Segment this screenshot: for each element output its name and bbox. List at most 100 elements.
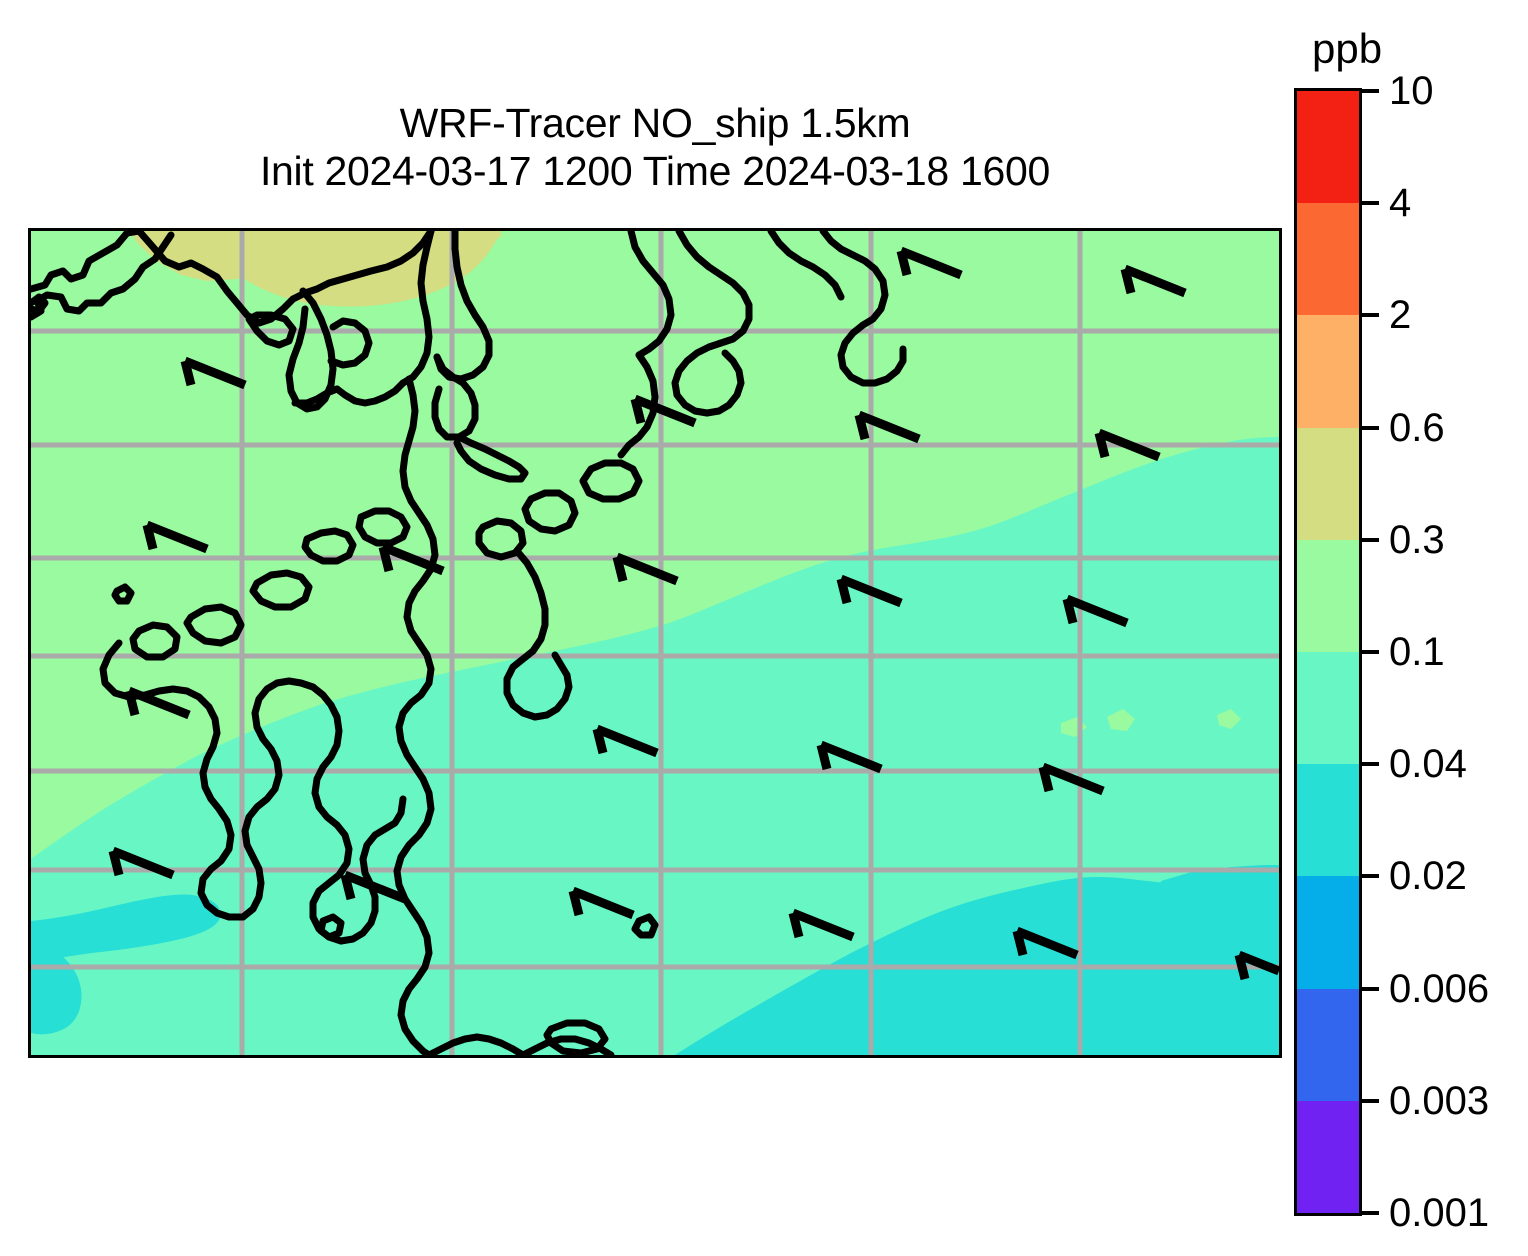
wind-barb (896, 246, 963, 280)
colorbar-tick-mark (1362, 201, 1379, 206)
wind-barb (630, 394, 697, 428)
colorbar-tick-mark (1362, 1098, 1379, 1103)
coastline-east-far-3 (837, 321, 907, 387)
figure-title-line-2: Init 2024-03-17 1200 Time 2024-03-18 160… (259, 147, 1051, 194)
colorbar-tick-mark (1362, 537, 1379, 542)
colorbar-bands (1294, 88, 1362, 1216)
colorbar-tick-mark (1362, 1211, 1379, 1215)
coastline-northwest-3 (31, 293, 49, 315)
contour-hole-0.1-0.3-a (1107, 709, 1135, 731)
contour-band-0.02-0.04-se-bump (1159, 865, 1279, 899)
contour-band-0.02-0.04-se (675, 866, 1279, 1055)
contour-band-0.04-0.1 (31, 437, 1279, 1055)
colorbar-band (1297, 651, 1359, 765)
coastline-island-west-4 (183, 603, 245, 647)
colorbar-tick-label: 0.02 (1389, 854, 1467, 899)
wind-barb (568, 886, 635, 920)
coastline-east-far-2 (819, 231, 889, 329)
wind-barb (124, 686, 191, 720)
colorbar-tick-label: 0.6 (1389, 405, 1445, 450)
wind-barb (108, 846, 175, 880)
colorbar-tick-label: 10 (1389, 69, 1434, 113)
coastline-north-peninsula (285, 287, 337, 413)
wind-barb (836, 574, 903, 608)
wind-barb (1234, 950, 1279, 981)
coastline-west-inner-2 (309, 683, 353, 945)
coastline-northeast-2 (675, 231, 753, 347)
wind-barb (592, 724, 659, 758)
wind-barb (180, 356, 247, 390)
colorbar-tick-label: 0.006 (1389, 966, 1490, 1011)
colorbar-tick-label: 0.003 (1389, 1078, 1490, 1123)
coastline-south-1 (425, 1033, 527, 1055)
coastline-east-peninsula-2 (531, 651, 573, 721)
colorbar-tick-label: 4 (1389, 181, 1412, 226)
contour-patch-0.04-0.1-b (1219, 627, 1241, 645)
colorbar-band (1297, 876, 1359, 989)
colorbar-band (1297, 203, 1359, 316)
colorbar-band (1297, 91, 1359, 204)
coastline-east-far-1 (767, 231, 845, 301)
coastline-west-inner-1 (239, 677, 317, 921)
wind-barbs (108, 246, 1279, 981)
coastline-island-west-1 (301, 527, 357, 565)
wind-barb (816, 740, 883, 774)
colorbar-tick-mark (1362, 762, 1379, 767)
colorbar-tick-mark (1362, 650, 1379, 654)
colorbar-tick-label: 0.001 (1389, 1191, 1490, 1235)
coastline-small-island-2 (317, 913, 345, 941)
coastline-central-tongue (453, 433, 529, 483)
contour-band-0.02-0.04-sw (31, 894, 221, 963)
colorbar: 10 4 2 0.6 0.3 0.1 0.04 0.02 0.006 0.003 0.001 (1294, 71, 1489, 1233)
colorbar-band (1297, 315, 1359, 428)
map-coastline (31, 231, 907, 1055)
coastline-north-inlet (327, 317, 373, 369)
coastline-northeast-1 (627, 231, 675, 359)
colorbar-band (1297, 427, 1359, 540)
map-plot-area (28, 228, 1282, 1058)
coastline-south-island (543, 1019, 609, 1055)
colorbar-tick-label: 0.04 (1389, 742, 1467, 787)
coastline-island-west-5 (129, 621, 181, 661)
colorbar-tick-mark (1362, 89, 1379, 93)
wind-barb (1094, 428, 1161, 462)
figure-title: WRF-Tracer NO_ship 1.5km Init 2024-03-17… (28, 100, 1282, 195)
coastline-northwest (31, 231, 143, 293)
wind-barb (854, 410, 921, 444)
figure-title-line-1: WRF-Tracer NO_ship 1.5km (399, 100, 911, 146)
colorbar-tick-mark (1362, 313, 1379, 318)
colorbar-band (1297, 1100, 1359, 1213)
colorbar-band (1297, 764, 1359, 877)
coastline-northeast-4 (703, 349, 745, 417)
coastline-central-fjord-west (399, 231, 435, 387)
wind-barb (1062, 594, 1129, 628)
colorbar-tick-label: 0.1 (1389, 630, 1445, 674)
coastline-north-bay (245, 311, 297, 349)
coastline-east-island-2 (521, 489, 579, 535)
wind-barb (1012, 926, 1079, 960)
coastline-island-west-2 (355, 507, 411, 547)
wind-barb (340, 870, 407, 904)
colorbar-band (1297, 539, 1359, 652)
colorbar-tick-mark (1362, 425, 1379, 430)
wind-barb (1120, 264, 1187, 298)
coastline-small-island-1 (111, 583, 135, 605)
coastline-northeast-3 (671, 339, 725, 417)
contour-patch-0.04-0.1-a (1123, 621, 1177, 657)
coastline-east-peninsula (503, 547, 549, 721)
coastline-northeast-5 (617, 351, 659, 459)
coastline-west-inner-3 (337, 795, 407, 945)
colorbar-tick-label: 0.3 (1389, 517, 1445, 562)
coastline-central-ridge (393, 375, 439, 1055)
map-svg (31, 231, 1279, 1055)
coastline-island-west-3 (249, 569, 313, 611)
coastline-central-hook (431, 353, 479, 441)
coastline-east-island-1 (579, 459, 643, 503)
contour-hole-0.1-0.3-b (1217, 709, 1241, 729)
wind-barb (788, 908, 855, 942)
wind-barb (1038, 762, 1105, 796)
colorbar-tick-label: 2 (1389, 293, 1412, 338)
coastline-main-south (333, 379, 407, 407)
colorbar-band (1297, 988, 1359, 1101)
map-canvas (31, 231, 1279, 1055)
